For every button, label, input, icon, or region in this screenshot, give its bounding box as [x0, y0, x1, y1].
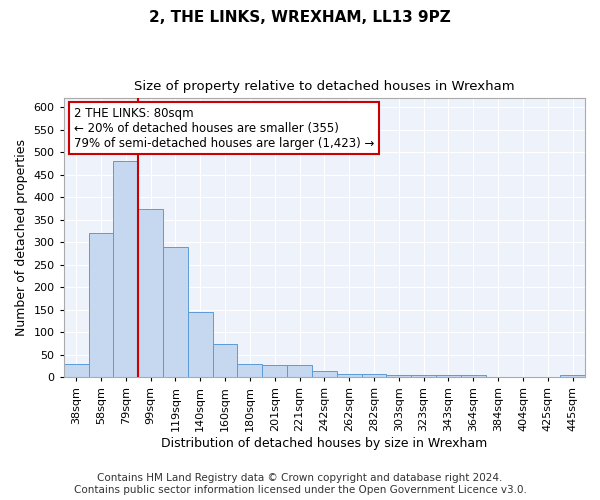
- Bar: [411, 375, 436, 378]
- Y-axis label: Number of detached properties: Number of detached properties: [15, 140, 28, 336]
- Bar: [188, 312, 212, 378]
- Bar: [89, 234, 113, 378]
- Bar: [238, 364, 262, 378]
- Bar: [163, 247, 188, 378]
- Bar: [262, 364, 287, 378]
- Text: 2 THE LINKS: 80sqm
← 20% of detached houses are smaller (355)
79% of semi-detach: 2 THE LINKS: 80sqm ← 20% of detached hou…: [74, 106, 374, 150]
- X-axis label: Distribution of detached houses by size in Wrexham: Distribution of detached houses by size …: [161, 437, 487, 450]
- Bar: [113, 162, 138, 378]
- Bar: [461, 375, 486, 378]
- Bar: [386, 375, 411, 378]
- Bar: [337, 374, 362, 378]
- Title: Size of property relative to detached houses in Wrexham: Size of property relative to detached ho…: [134, 80, 515, 93]
- Bar: [362, 374, 386, 378]
- Bar: [560, 375, 585, 378]
- Text: Contains HM Land Registry data © Crown copyright and database right 2024.
Contai: Contains HM Land Registry data © Crown c…: [74, 474, 526, 495]
- Bar: [64, 364, 89, 378]
- Bar: [287, 364, 312, 378]
- Bar: [436, 375, 461, 378]
- Bar: [312, 370, 337, 378]
- Text: 2, THE LINKS, WREXHAM, LL13 9PZ: 2, THE LINKS, WREXHAM, LL13 9PZ: [149, 10, 451, 25]
- Bar: [212, 344, 238, 378]
- Bar: [138, 208, 163, 378]
